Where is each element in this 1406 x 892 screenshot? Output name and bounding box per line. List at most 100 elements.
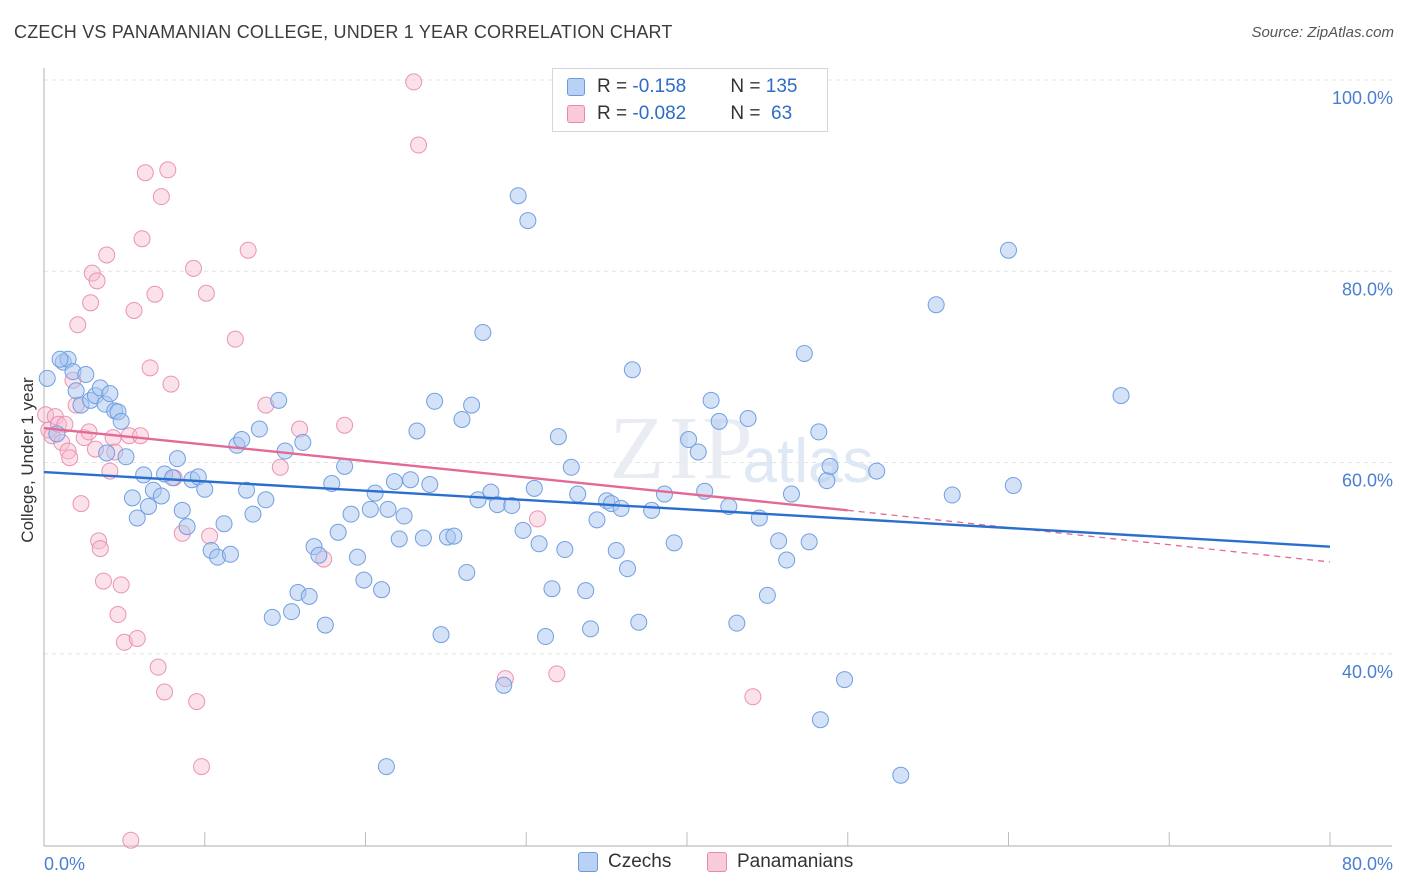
czech-point [537, 628, 555, 646]
panama-point [131, 427, 149, 445]
x-tick-label-max: 80.0% [1342, 854, 1393, 874]
panama-point [61, 449, 79, 467]
czech-point [38, 369, 56, 387]
legend-czech-r-label: R = [597, 76, 633, 97]
panama-point [336, 416, 354, 434]
panama-point [159, 161, 177, 179]
czech-point [619, 560, 637, 578]
legend-swatch-panama [567, 105, 585, 123]
panama-point [184, 259, 202, 277]
panama-point [82, 294, 100, 312]
czech-point [336, 457, 354, 475]
czech-point [123, 489, 141, 507]
series-swatch-czechs [578, 852, 598, 872]
panama-point [91, 540, 109, 558]
panama-point [152, 188, 170, 206]
tick-labels: 40.0% 60.0% 80.0% 100.0% 0.0% 80.0% [44, 88, 1393, 874]
czech-point [782, 485, 800, 503]
panama-point [193, 758, 211, 776]
panama-point [156, 683, 174, 701]
czech-point [414, 529, 432, 547]
czech-point [310, 546, 328, 564]
legend-swatch-czech [567, 78, 585, 96]
legend-czech-r-value: -0.158 [632, 76, 687, 97]
czech-point [329, 523, 347, 541]
czech-point [77, 366, 95, 384]
panama-point [133, 230, 151, 248]
czech-point [390, 530, 408, 548]
panama-trend-line [43, 426, 848, 512]
czech-point [348, 548, 366, 566]
czech-point [117, 448, 135, 466]
czech-point [728, 614, 746, 632]
watermark-atlas: atlas [743, 427, 874, 496]
legend-czech-n-label: N = [730, 76, 766, 97]
series-label-czechs: Czechs [608, 851, 672, 872]
czech-point [238, 481, 256, 499]
series-label-panamanians: Panamanians [737, 851, 854, 872]
czech-point [152, 487, 170, 505]
panama-point [529, 510, 547, 528]
czech-point [562, 458, 580, 476]
czech-point [519, 212, 537, 230]
czech-point [283, 603, 301, 621]
panama-point [405, 73, 423, 91]
panama-point [109, 606, 127, 624]
panama-point [162, 375, 180, 393]
czech-point [607, 541, 625, 559]
czech-point [836, 671, 854, 689]
czech-point [98, 444, 116, 462]
czech-point [509, 187, 527, 205]
panama-point [128, 629, 146, 647]
czech-point [432, 626, 450, 644]
panama-point [141, 359, 159, 377]
panama-point [201, 527, 219, 545]
czech-point [495, 676, 513, 694]
czech-point [739, 410, 757, 428]
czech-point [503, 497, 521, 515]
czech-point [577, 582, 595, 600]
legend-panama-r-label: R = [597, 103, 633, 124]
czech-point [643, 501, 661, 519]
czech-point [270, 391, 288, 409]
czech-point [655, 485, 673, 503]
czech-point [395, 507, 413, 525]
panama-point [104, 429, 122, 447]
czech-point [128, 509, 146, 527]
czech-point [445, 527, 463, 545]
czech-point [196, 480, 214, 498]
panama-point [69, 316, 87, 334]
czech-point [795, 344, 813, 362]
czech-point [101, 385, 119, 403]
watermark: ZIP [610, 399, 757, 498]
czech-point [892, 766, 910, 784]
czech-point [821, 457, 839, 475]
panama-point [59, 442, 77, 460]
panama-point [122, 831, 140, 849]
czech-point [164, 469, 182, 487]
czech-point [112, 412, 130, 430]
y-tick-label: 60.0% [1342, 471, 1393, 491]
czech-point [630, 613, 648, 631]
legend-row-panama: R = -0.082 N = 63 [567, 102, 792, 126]
czech-point [1000, 241, 1017, 259]
czech-point [300, 587, 318, 605]
czech-point [244, 505, 262, 523]
czech-point [221, 545, 239, 563]
czech-trend-line [43, 470, 1331, 548]
czech-point [233, 431, 251, 449]
series-legend-czechs: Czechs [578, 851, 671, 873]
czech-point [800, 533, 818, 551]
czech-point [943, 486, 961, 504]
grid-lines [44, 79, 1392, 655]
czech-point [623, 361, 641, 379]
czech-point [257, 491, 275, 509]
panama-point [410, 136, 428, 154]
czech-point [316, 616, 334, 634]
legend-czech-n-value: 135 [765, 76, 798, 97]
czech-point [588, 511, 606, 529]
panama-point [149, 658, 167, 676]
panama-point [744, 688, 762, 706]
czech-point [778, 551, 796, 569]
